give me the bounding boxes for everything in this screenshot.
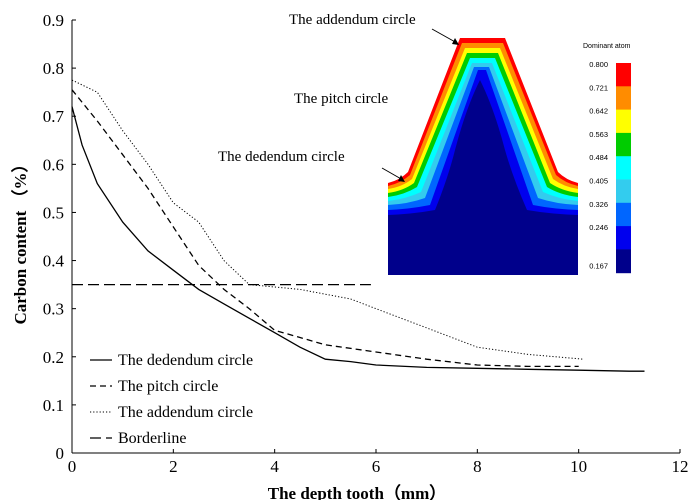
annot-dedendum-label: The dedendum circle	[218, 149, 345, 165]
y-tick-label: 0.5	[43, 203, 64, 222]
y-tick-label: 0.9	[43, 11, 64, 30]
x-tick-label: 12	[672, 457, 689, 476]
legend-label: The addendum circle	[118, 404, 253, 421]
colorbar-segment	[616, 226, 631, 250]
legend: The dedendum circle The pitch circle The a…	[90, 352, 253, 447]
colorbar-label: 0.800	[589, 60, 608, 69]
annot-pitch-label: The pitch circle	[294, 91, 388, 107]
colorbar-segment	[616, 179, 631, 204]
y-tick-label: 0.2	[43, 348, 64, 367]
x-tick-label: 6	[372, 457, 381, 476]
annot-addendum-arrow	[431, 28, 458, 44]
colorbar-segment	[616, 132, 631, 157]
y-tick-label: 0.8	[43, 59, 64, 78]
colorbar-label: 0.563	[589, 130, 608, 139]
colorbar-label: 0.484	[589, 153, 608, 162]
legend-label: Borderline	[118, 430, 186, 447]
x-tick-label: 10	[570, 457, 587, 476]
x-axis-title: The depth tooth（mm）	[268, 483, 447, 500]
y-tick-label: 0.6	[43, 155, 64, 174]
annot-addendum-arrowhead	[452, 38, 459, 45]
y-tick-label: 0.1	[43, 396, 64, 415]
colorbar-title: Dominant atom	[583, 43, 631, 50]
colorbar-label: 0.721	[589, 83, 608, 92]
y-tick-label: 0	[56, 444, 65, 463]
colorbar-label: 0.246	[589, 223, 608, 232]
series-line-1	[71, 106, 645, 372]
tooth-core	[388, 80, 578, 275]
colorbar-label: 0.167	[589, 262, 608, 271]
series-line-3	[71, 79, 584, 360]
y-tick-label: 0.4	[43, 252, 65, 271]
colorbar-label: 0.405	[589, 177, 608, 186]
colorbar-segment	[616, 63, 631, 87]
colorbar-segment	[616, 156, 631, 180]
y-tick-label: 0.3	[43, 300, 64, 319]
legend-label: The dedendum circle	[118, 352, 253, 369]
colorbar-label: 0.326	[589, 200, 608, 209]
y-tick-label: 0.7	[43, 107, 65, 126]
x-tick-label: 4	[270, 457, 279, 476]
legend-label: The pitch circle	[118, 378, 218, 395]
annot-dedendum-arrowhead	[398, 175, 405, 182]
colorbar-segment	[616, 86, 631, 111]
x-tick-label: 0	[68, 457, 77, 476]
colorbar: 0.800 0.721 0.642 0.563 0.484 0.405 0.326 0.246…	[589, 60, 631, 274]
colorbar-label: 0.642	[589, 107, 608, 116]
tooth-cross-section-inset: The addendum circle The pitch circle The…	[218, 12, 631, 275]
x-tick-label: 2	[169, 457, 178, 476]
colorbar-segment	[616, 202, 631, 227]
series-line-2	[71, 89, 579, 368]
colorbar-segment	[616, 109, 631, 134]
annot-addendum-label: The addendum circle	[289, 12, 416, 28]
colorbar-segment	[616, 249, 631, 274]
x-tick-label: 8	[473, 457, 482, 476]
y-axis-title: Carbon content （%）	[10, 155, 30, 324]
ticks: 0 2 4 6 8 10 12 0 0.1 0.2 0.3 0.4 0.5 0.6 0.7 0.8 0.9	[43, 11, 689, 476]
series-lines	[71, 79, 645, 372]
